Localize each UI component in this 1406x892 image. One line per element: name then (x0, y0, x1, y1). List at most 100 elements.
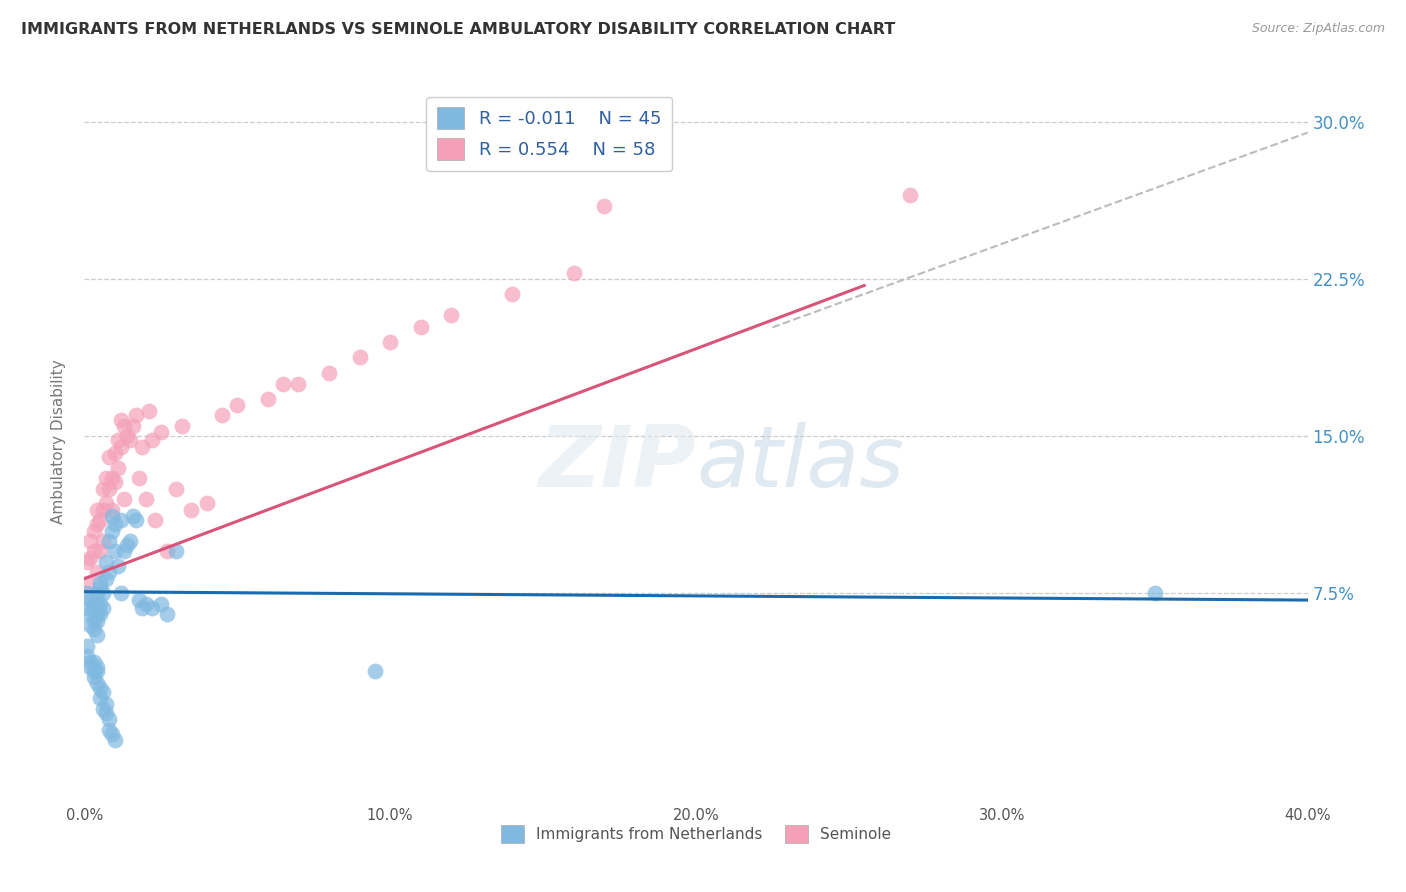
Point (89, 681, 111, 695)
Point (141, 601, 163, 615)
Point (97, 712, 120, 726)
Point (91, 586, 114, 600)
Point (107, 559, 129, 574)
Point (115, 429, 138, 443)
Point (83, 544, 105, 558)
Point (86, 664, 108, 678)
Point (89, 575, 111, 590)
Point (91, 482, 114, 496)
Point (104, 446, 127, 460)
Point (79, 592, 101, 607)
Point (107, 460, 129, 475)
Point (83, 664, 105, 678)
Point (79, 534, 101, 549)
Point (149, 425, 172, 439)
Point (76, 555, 98, 569)
Point (120, 434, 142, 448)
Point (128, 592, 150, 607)
Point (83, 601, 105, 615)
Point (76, 575, 98, 590)
Point (97, 534, 120, 549)
Point (257, 392, 280, 406)
Point (91, 685, 114, 699)
Point (79, 656, 101, 670)
Point (83, 597, 105, 611)
Point (195, 496, 218, 510)
Point (89, 691, 111, 706)
Point (104, 475, 127, 490)
Point (112, 544, 135, 558)
Point (94, 706, 117, 720)
Point (287, 376, 309, 391)
Point (112, 492, 135, 507)
Point (135, 597, 157, 611)
Point (94, 555, 117, 569)
Point (318, 367, 340, 381)
Point (79, 659, 101, 673)
Point (91, 502, 114, 516)
Point (1143, 586, 1166, 600)
Point (86, 566, 108, 580)
Point (120, 534, 142, 549)
Point (86, 586, 108, 600)
Point (94, 496, 117, 510)
Point (110, 513, 132, 527)
Point (97, 723, 120, 737)
Point (364, 664, 387, 678)
Point (86, 607, 108, 622)
Point (83, 524, 105, 538)
Point (83, 622, 105, 636)
Point (86, 628, 108, 642)
Point (131, 601, 153, 615)
Point (89, 544, 111, 558)
Point (271, 376, 294, 391)
Point (125, 513, 148, 527)
Point (143, 513, 166, 527)
Point (156, 544, 179, 558)
Point (380, 334, 402, 349)
Text: ZIP: ZIP (538, 422, 696, 505)
Point (172, 418, 194, 433)
Point (135, 492, 157, 507)
Point (97, 450, 120, 465)
Point (502, 286, 524, 301)
Point (165, 544, 187, 558)
Point (83, 670, 105, 684)
Point (76, 586, 98, 600)
Text: IMMIGRANTS FROM NETHERLANDS VS SEMINOLE AMBULATORY DISABILITY CORRELATION CHART: IMMIGRANTS FROM NETHERLANDS VS SEMINOLE … (21, 22, 896, 37)
Point (104, 544, 127, 558)
Point (349, 350, 371, 364)
Point (97, 482, 120, 496)
Point (440, 308, 463, 322)
Point (593, 199, 616, 213)
Point (83, 656, 105, 670)
Point (110, 586, 132, 600)
Point (91, 601, 114, 615)
Legend: Immigrants from Netherlands, Seminole: Immigrants from Netherlands, Seminole (495, 819, 897, 849)
Point (180, 502, 202, 516)
Point (165, 482, 187, 496)
Point (76, 649, 98, 664)
Point (89, 580, 111, 594)
Point (101, 471, 124, 485)
Point (104, 517, 127, 532)
Point (83, 614, 105, 628)
Point (94, 572, 117, 586)
Point (79, 617, 101, 632)
Point (104, 733, 127, 747)
Point (122, 418, 145, 433)
Point (86, 597, 108, 611)
Point (101, 502, 124, 516)
Point (149, 597, 172, 611)
Point (562, 266, 585, 280)
Text: atlas: atlas (696, 422, 904, 505)
Point (86, 517, 108, 532)
Point (89, 607, 111, 622)
Point (101, 508, 124, 523)
Point (898, 188, 921, 202)
Text: Source: ZipAtlas.com: Source: ZipAtlas.com (1251, 22, 1385, 36)
Point (101, 524, 124, 538)
Point (94, 471, 117, 485)
Point (226, 398, 249, 412)
Point (76, 639, 98, 653)
